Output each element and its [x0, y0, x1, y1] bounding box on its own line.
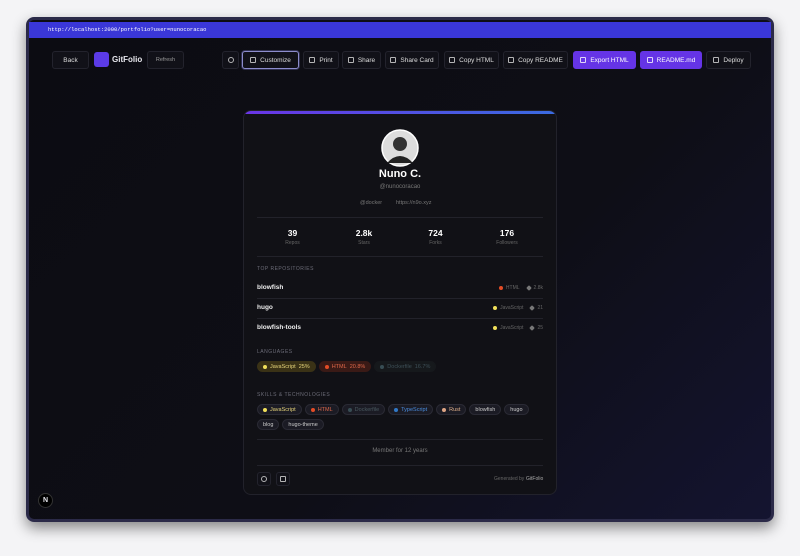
divider: [257, 298, 543, 299]
label: Copy HTML: [459, 56, 494, 64]
language-share: 25%: [298, 363, 310, 370]
language-pill: Dockerfile 16.7%: [374, 361, 437, 372]
footer-prefix: Generated by: [494, 476, 525, 482]
stat-label: Forks: [429, 240, 442, 246]
github-link[interactable]: [257, 472, 271, 486]
divider: [257, 256, 543, 257]
divider: [257, 439, 543, 440]
skill-name: blog: [263, 421, 274, 428]
divider: [257, 465, 543, 466]
section-title: LANGUAGES: [257, 349, 293, 355]
skill-name: Rust: [449, 406, 461, 413]
skill-name: TypeScript: [401, 406, 428, 413]
skill-name: Dockerfile: [354, 406, 380, 413]
profile-name: Nuno C.: [378, 168, 422, 180]
skill-pill: JavaScript: [257, 404, 302, 415]
label: Refresh: [155, 57, 176, 63]
toolbar-button[interactable]: Share: [342, 51, 381, 69]
repo-language: JavaScript: [500, 305, 524, 311]
address-bar: [29, 22, 771, 38]
label: Print: [319, 56, 333, 64]
language-pill: JavaScript 25%: [257, 361, 316, 372]
website[interactable]: https://n9o.xyz: [396, 200, 432, 206]
toolbar-button[interactable]: Customize: [242, 51, 299, 69]
label: Customize: [260, 56, 291, 64]
repo-stars: 21: [537, 305, 543, 311]
divider: [257, 318, 543, 319]
repo-name[interactable]: blowfish: [257, 284, 284, 291]
language-name: JavaScript: [270, 363, 296, 370]
refresh-button[interactable]: Refresh: [147, 51, 184, 69]
divider: [257, 217, 543, 218]
skill-name: HTML: [317, 406, 333, 413]
language-list: JavaScript 25% HTML 20.8% Dockerfile 16.7%: [257, 361, 547, 376]
label: Copy README: [518, 56, 563, 64]
avatar: [381, 129, 419, 167]
toolbar-button[interactable]: Share Card: [385, 51, 439, 69]
skill-name: hugo: [510, 406, 523, 413]
toolbar-button[interactable]: Copy README: [503, 51, 568, 69]
label: README.md: [656, 56, 696, 64]
repo-name[interactable]: blowfish-tools: [257, 324, 302, 331]
repo-language: HTML: [505, 285, 520, 291]
badge[interactable]: N: [38, 493, 53, 508]
x-link[interactable]: [276, 472, 290, 486]
stat-value: 2.8k: [355, 228, 373, 238]
url[interactable]: http://localhost:2000/portfolio?user=nun…: [48, 26, 207, 33]
repo-stars: 2.8k: [533, 285, 543, 291]
stat-label: Followers: [496, 240, 518, 246]
back-button[interactable]: Back: [52, 51, 89, 69]
repo-meta: JavaScript 21: [493, 305, 543, 311]
label: Export HTML: [590, 56, 629, 64]
logo: [94, 52, 109, 67]
skill-pill: hugo: [504, 404, 529, 415]
language-share: 16.7%: [414, 363, 431, 370]
language-name: HTML: [331, 363, 347, 370]
profile-handle: @nunocoracao: [379, 184, 421, 190]
label: Share: [357, 56, 376, 64]
repo-meta: JavaScript 25: [493, 325, 543, 331]
profile-card: [243, 110, 557, 495]
skill-pill: HTML: [304, 404, 339, 415]
stat-value: 39: [287, 228, 298, 238]
skill-name: JavaScript: [270, 406, 296, 413]
member-since: Member for 12 years: [372, 448, 428, 454]
stat-label: Repos: [285, 240, 300, 246]
skill-pill: Dockerfile: [341, 404, 386, 415]
skill-pill: TypeScript: [388, 404, 434, 415]
skill-name: hugo-theme: [288, 421, 318, 428]
stat-value: 176: [499, 228, 515, 238]
label: Share Card: [400, 56, 434, 64]
repo-language: JavaScript: [500, 325, 524, 331]
language-share: 20.8%: [349, 363, 366, 370]
footer-brand: GitFolio: [526, 476, 544, 482]
language-pill: HTML 20.8%: [318, 361, 372, 372]
skill-pill: hugo-theme: [282, 419, 324, 430]
repo-name[interactable]: hugo: [257, 304, 273, 311]
label: Back: [63, 56, 78, 64]
deploy-button[interactable]: Deploy: [706, 51, 751, 69]
language-name: Dockerfile: [387, 363, 412, 370]
stat-label: Stars: [358, 240, 370, 246]
toolbar-button[interactable]: Copy HTML: [444, 51, 499, 69]
stat-value: 724: [428, 228, 443, 238]
primary-button[interactable]: Export HTML: [573, 51, 636, 69]
skill-list: JavaScript HTML Dockerfile TypeScript Rust bl…: [257, 404, 547, 434]
section-title: TOP REPOSITORIES: [257, 266, 314, 272]
primary-button[interactable]: README.md: [640, 51, 702, 69]
skill-pill: blowfish: [469, 404, 502, 415]
skill-pill: Rust: [436, 404, 467, 415]
section-title: SKILLS & TECHNOLOGIES: [257, 392, 331, 398]
theme-toggle[interactable]: [222, 51, 239, 69]
repo-meta: HTML 2.8k: [498, 285, 543, 291]
brand: GitFolio: [112, 55, 143, 64]
repo-stars: 25: [537, 325, 543, 331]
skill-pill: blog: [257, 419, 280, 430]
skill-name: blowfish: [475, 406, 496, 413]
company: @docker: [360, 200, 383, 206]
toolbar-button[interactable]: Print: [303, 51, 339, 69]
label: Deploy: [723, 56, 744, 64]
